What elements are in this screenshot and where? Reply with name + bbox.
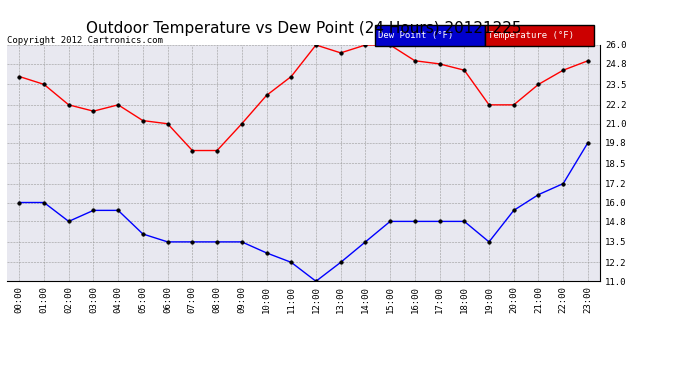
- Text: Dew Point (°F): Dew Point (°F): [378, 31, 453, 40]
- FancyBboxPatch shape: [484, 25, 594, 46]
- FancyBboxPatch shape: [375, 25, 484, 46]
- Text: Temperature (°F): Temperature (°F): [488, 31, 573, 40]
- Text: Outdoor Temperature vs Dew Point (24 Hours) 20121225: Outdoor Temperature vs Dew Point (24 Hou…: [86, 21, 522, 36]
- Text: Copyright 2012 Cartronics.com: Copyright 2012 Cartronics.com: [7, 36, 163, 45]
